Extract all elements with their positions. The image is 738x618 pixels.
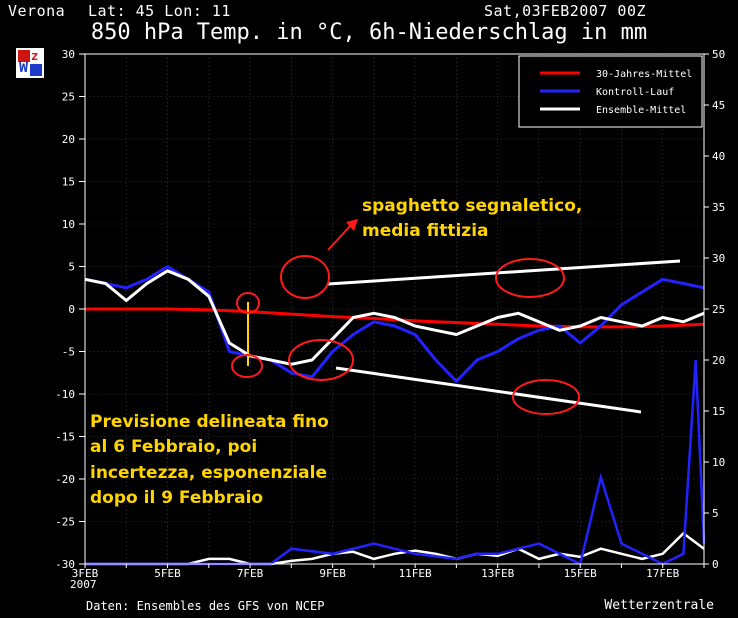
- left-tick-label: 15: [62, 176, 75, 189]
- right-tick-label: 50: [712, 48, 725, 61]
- left-tick-label: 30: [62, 48, 75, 61]
- annotations: spaghetto segnaletico, media fittizia Pr…: [90, 196, 681, 508]
- left-tick-label: 5: [68, 261, 75, 274]
- lower-trend-line: [335, 366, 642, 414]
- x-tick-label: 9FEB: [319, 567, 346, 580]
- x-year-label: 2007: [70, 578, 97, 591]
- right-tick-label: 20: [712, 354, 725, 367]
- right-tick-label: 5: [712, 507, 719, 520]
- x-tick-label: 5FEB: [154, 567, 181, 580]
- circle-late-lower: [512, 379, 580, 415]
- location-label: Verona: [8, 2, 66, 20]
- legend-label-mittel: 30-Jahres-Mittel: [596, 69, 692, 80]
- left-tick-label: 20: [62, 133, 75, 146]
- annotation-forecast-line4: dopo il 9 Febbraio: [90, 488, 263, 508]
- circle-late-upper: [495, 258, 565, 298]
- left-tick-label: -10: [55, 388, 75, 401]
- right-tick-label: 40: [712, 150, 725, 163]
- circle-divergence-low: [231, 354, 263, 378]
- x-axis-ticks: 3FEB 5FEB 7FEB 9FEB 11FEB 13FEB 15FEB 17FEB: [72, 564, 705, 580]
- legend-label-kontroll: Kontroll-Lauf: [596, 87, 674, 98]
- series-line: [84, 265, 705, 383]
- x-tick-label: 3FEB: [72, 567, 99, 580]
- right-axis-ticks: 0 5 10 15 20 25 30 35 40 45 50: [704, 48, 725, 571]
- annotation-forecast-line1: Previsione delineata fino: [90, 412, 329, 432]
- coordinates-label: Lat: 45 Lon: 11: [88, 2, 231, 20]
- pointer-arrowhead: [346, 219, 358, 231]
- precipitation-series: [85, 359, 706, 566]
- left-tick-label: -25: [55, 516, 75, 529]
- temperature-series: [84, 265, 705, 383]
- right-tick-label: 30: [712, 252, 725, 265]
- brand-label: Wetterzentrale: [604, 598, 714, 613]
- right-tick-label: 0: [712, 558, 719, 571]
- left-tick-label: -15: [55, 431, 75, 444]
- left-tick-label: -5: [62, 346, 75, 359]
- x-tick-label: 11FEB: [399, 567, 432, 580]
- left-tick-label: -20: [55, 473, 75, 486]
- left-axis-ticks: -30 -25 -20 -15 -10 -5 0 5 10 15 20 25 30: [55, 48, 85, 571]
- series-line: [84, 269, 705, 366]
- right-tick-label: 45: [712, 99, 725, 112]
- svg-text:W: W: [19, 58, 29, 76]
- pointer-arrow: [327, 223, 353, 251]
- x-tick-label: 7FEB: [237, 567, 264, 580]
- left-tick-label: -30: [55, 558, 75, 571]
- upper-trend-line: [327, 259, 681, 286]
- left-tick-label: 0: [68, 303, 75, 316]
- annotation-forecast-line2: al 6 Febbraio, poi: [90, 437, 257, 457]
- left-tick-label: 25: [62, 91, 75, 104]
- wetterzentrale-logo: W z: [16, 48, 44, 78]
- run-time-label: Sat,03FEB2007 00Z: [484, 2, 647, 20]
- x-tick-label: 13FEB: [481, 567, 514, 580]
- precip-line: [85, 359, 706, 566]
- legend-label-ensemble: Ensemble-Mittel: [596, 105, 686, 116]
- x-tick-label: 17FEB: [646, 567, 679, 580]
- chart-title: 850 hPa Temp. in °C, 6h-Niederschlag in …: [90, 20, 648, 45]
- annotation-spaghetti-line1: spaghetto segnaletico,: [362, 196, 582, 216]
- legend: 30-Jahres-Mittel Kontroll-Lauf Ensemble-…: [518, 55, 703, 128]
- data-source: Daten: Ensembles des GFS von NCEP: [86, 599, 325, 613]
- circle-lower-spread: [288, 339, 354, 381]
- annotation-spaghetti-line2: media fittizia: [362, 221, 489, 241]
- right-tick-label: 15: [712, 405, 725, 418]
- right-tick-label: 10: [712, 456, 725, 469]
- right-tick-label: 35: [712, 201, 725, 214]
- left-tick-label: 10: [62, 218, 75, 231]
- annotation-forecast-line3: incertezza, esponenziale: [90, 463, 327, 483]
- svg-text:z: z: [31, 49, 38, 63]
- circle-divergence-start: [236, 292, 260, 314]
- right-tick-label: 25: [712, 303, 725, 316]
- x-tick-label: 15FEB: [564, 567, 597, 580]
- circle-upper-spread: [280, 255, 330, 299]
